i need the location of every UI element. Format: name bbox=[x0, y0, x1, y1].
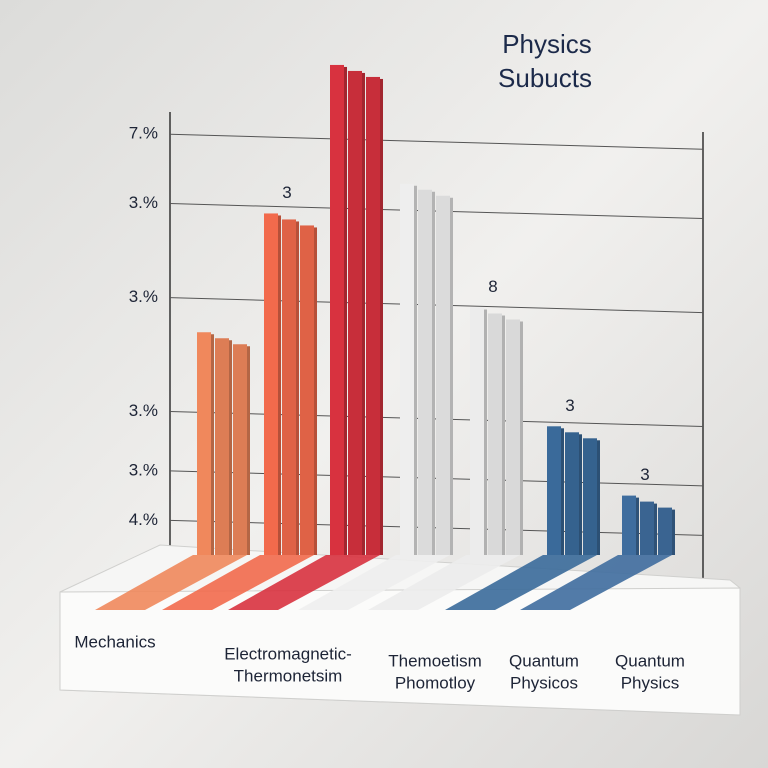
y-tick-label: 4.% bbox=[129, 510, 158, 529]
bar bbox=[264, 213, 278, 555]
bar bbox=[470, 307, 484, 555]
bar bbox=[197, 332, 211, 555]
y-tick-label: 3.% bbox=[129, 460, 158, 479]
bar-side bbox=[227, 340, 232, 555]
bar-slab bbox=[418, 189, 432, 555]
bar-slab bbox=[640, 501, 654, 555]
bar-floor bbox=[162, 555, 314, 610]
bar-slab bbox=[282, 219, 296, 555]
chart-title: Subucts bbox=[498, 63, 592, 93]
y-tick-label: 3.% bbox=[129, 287, 158, 306]
x-tick-label: Physicos bbox=[510, 673, 578, 692]
bar-side bbox=[360, 72, 365, 555]
y-tick-label: 3.% bbox=[129, 193, 158, 212]
bar-floor bbox=[298, 555, 450, 610]
bar bbox=[547, 426, 561, 555]
x-tick-label: Themoetism bbox=[388, 651, 482, 670]
bar-slab bbox=[565, 432, 579, 555]
bar-side bbox=[559, 428, 564, 555]
annotation: 8 bbox=[488, 277, 497, 296]
bar-floor bbox=[368, 555, 520, 610]
y-tick-label: 7.% bbox=[129, 124, 158, 143]
bar-side bbox=[342, 66, 347, 555]
x-tick-label: Mechanics bbox=[74, 632, 155, 651]
bar-side bbox=[294, 221, 299, 555]
bar-side bbox=[378, 78, 383, 555]
x-tick-label: Quantum bbox=[509, 651, 579, 670]
bar-slab bbox=[215, 338, 229, 555]
bar-side bbox=[670, 509, 675, 555]
bar-slab bbox=[506, 319, 520, 555]
bar-side bbox=[276, 215, 281, 555]
bar-side bbox=[634, 497, 639, 555]
bar-floor bbox=[520, 555, 672, 610]
bar-side bbox=[412, 185, 417, 555]
chart-title: Physics bbox=[502, 29, 592, 59]
bar-side bbox=[482, 309, 487, 555]
bar-slab bbox=[300, 225, 314, 555]
bar-floor bbox=[95, 555, 247, 610]
bar bbox=[330, 64, 344, 555]
bar-side bbox=[652, 503, 657, 555]
bar-side bbox=[209, 334, 214, 555]
bar-slab bbox=[348, 70, 362, 555]
bar-side bbox=[595, 440, 600, 555]
annotation: 3 bbox=[282, 183, 291, 202]
y-tick-label: 3.% bbox=[129, 401, 158, 420]
x-tick-label: Phomotloy bbox=[395, 673, 476, 692]
bar-slab bbox=[488, 313, 502, 555]
bar-side bbox=[245, 346, 250, 555]
bar-side bbox=[430, 191, 435, 555]
bar-slab bbox=[436, 195, 450, 555]
x-tick-label: Thermonetsim bbox=[234, 666, 343, 685]
bar-side bbox=[312, 227, 317, 555]
bar-slab bbox=[233, 344, 247, 555]
x-tick-label: Physics bbox=[621, 673, 680, 692]
bar bbox=[622, 495, 636, 555]
bar-side bbox=[577, 434, 582, 555]
annotation: 3 bbox=[565, 396, 574, 415]
x-tick-label: Electromagnetic- bbox=[224, 644, 352, 663]
grid-line bbox=[169, 133, 704, 150]
bar-slab bbox=[366, 76, 380, 555]
bar bbox=[400, 183, 414, 555]
x-tick-label: Quantum bbox=[615, 651, 685, 670]
bar-floor bbox=[445, 555, 597, 610]
bar-slab bbox=[583, 438, 597, 555]
bar-side bbox=[500, 315, 505, 555]
annotation: 3 bbox=[640, 465, 649, 484]
bar-side bbox=[448, 197, 453, 555]
bar-slab bbox=[658, 507, 672, 555]
bar-side bbox=[518, 321, 523, 555]
bar-floor bbox=[228, 555, 380, 610]
